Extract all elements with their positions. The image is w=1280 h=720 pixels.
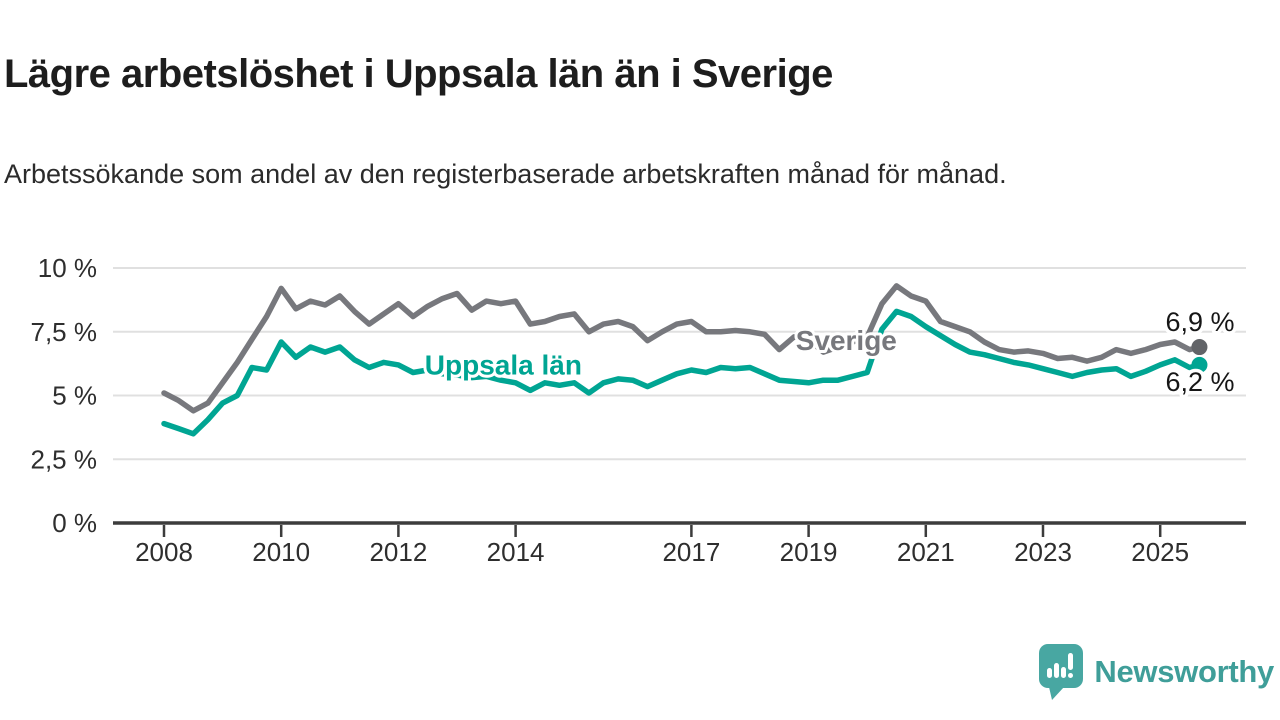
y-tick-label: 0 %	[52, 508, 97, 538]
series-end-dot-uppsala-lan	[1191, 356, 1208, 373]
x-tick-label: 2008	[135, 537, 193, 567]
page-title: Lägre arbetslöshet i Uppsala län än i Sv…	[4, 51, 833, 96]
x-tick-label: 2019	[780, 537, 838, 567]
y-tick-label: 10 %	[38, 253, 97, 283]
x-tick-label: 2017	[662, 537, 720, 567]
x-tick-label: 2025	[1131, 537, 1189, 567]
newsworthy-logo-text: Newsworthy	[1094, 654, 1274, 689]
y-tick-label: 2,5 %	[31, 444, 98, 474]
series-line-uppsala-lan	[161, 308, 1203, 437]
series-label-uppsala-lan: Uppsala län	[425, 350, 582, 381]
y-tick-label: 7,5 %	[31, 317, 98, 347]
x-tick-label: 2014	[487, 537, 545, 567]
newsworthy-logo: Newsworthy	[1038, 642, 1274, 702]
series-line-sverige	[161, 283, 1203, 414]
series-end-value-uppsala-lan: 6,2 %	[1165, 367, 1234, 397]
series-end-value-sverige: 6,9 %	[1165, 307, 1234, 337]
x-tick-label: 2021	[897, 537, 955, 567]
series-end-dot-sverige	[1191, 339, 1208, 356]
series-label-sverige: Sverige	[796, 325, 897, 356]
y-tick-label: 5 %	[52, 381, 97, 411]
x-tick-label: 2010	[252, 537, 310, 567]
chart-subtitle: Arbetssökande som andel av den registerb…	[4, 159, 1007, 189]
x-tick-label: 2012	[369, 537, 427, 567]
newsworthy-logo-icon	[1039, 644, 1084, 700]
x-tick-label: 2023	[1014, 537, 1072, 567]
